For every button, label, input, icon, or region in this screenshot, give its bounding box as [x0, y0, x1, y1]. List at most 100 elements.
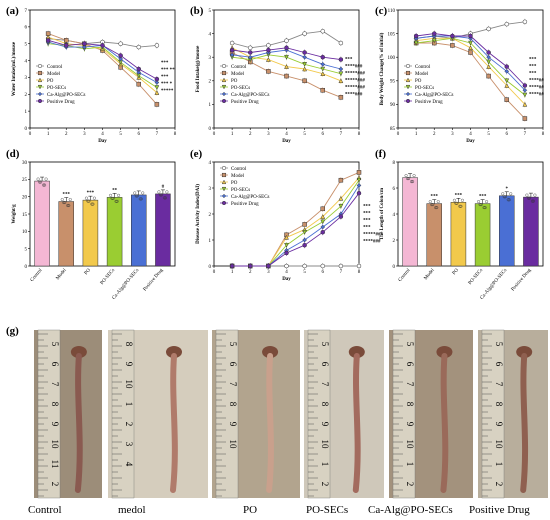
- x-tick-label: 7: [156, 132, 159, 137]
- panel-label: (c): [375, 5, 388, 17]
- significance-label: **: [112, 188, 118, 193]
- y-axis-label: Weight/g: [12, 204, 17, 224]
- y-tick-label: 15: [22, 213, 28, 218]
- data-point: [302, 222, 307, 227]
- replicate-point: [38, 180, 42, 184]
- photo-ca-alg-po-secs: 5 6 7 8 9 10 1 2: [389, 329, 473, 499]
- replicate-point: [428, 200, 432, 204]
- y-tick-label: 105: [388, 32, 396, 37]
- data-point: [154, 76, 160, 82]
- data-point: [356, 263, 362, 269]
- replicate-point: [435, 206, 439, 210]
- x-tick-label: 1: [47, 132, 50, 137]
- data-point: [136, 81, 141, 87]
- x-tick-label: 3: [451, 132, 454, 137]
- ruler-number: 10: [50, 440, 60, 450]
- ruler-number: 5: [405, 342, 415, 347]
- y-tick-label: 25: [22, 178, 28, 183]
- significance-label: *: [506, 187, 509, 192]
- photo-caption-po-secs: PO-SECs: [306, 504, 349, 516]
- significance-label: ***: [363, 225, 371, 230]
- data-point: [338, 78, 344, 84]
- legend-entry: Positive Drug: [415, 100, 443, 105]
- ruler-number: 10: [228, 440, 238, 450]
- bar-ca-alg-po-secs: [131, 194, 147, 267]
- ruler-number: 9: [124, 362, 134, 367]
- replicate-point: [459, 204, 463, 208]
- x-tick-label: 2: [65, 132, 68, 137]
- data-point: [486, 64, 492, 69]
- replicate-point: [533, 193, 537, 197]
- y-tick-label: 0: [25, 127, 28, 132]
- x-axis-label: Day: [466, 139, 475, 144]
- y-axis-label: Body Weight Change(% of initial): [380, 32, 385, 105]
- data-point: [522, 87, 528, 93]
- x-tick-label: 1: [231, 270, 234, 275]
- photo-caption-control: Control: [28, 504, 62, 516]
- x-tick-label: 8: [358, 270, 361, 275]
- x-tick-label: 7: [340, 270, 343, 275]
- panel-label: (e): [190, 148, 203, 160]
- data-point: [486, 54, 491, 60]
- data-point: [320, 28, 325, 34]
- legend-marker: [37, 98, 43, 104]
- data-point: [432, 31, 437, 36]
- legend-marker: [37, 91, 43, 97]
- replicate-point: [92, 196, 96, 200]
- y-axis-label: Water Intake(mL)/mouse: [12, 41, 17, 96]
- significance-label: ***: [161, 61, 169, 66]
- replicate-point: [114, 199, 118, 203]
- y-tick-label: 0: [393, 265, 396, 270]
- data-point: [136, 70, 142, 75]
- data-point: [284, 45, 289, 51]
- data-point: [229, 263, 235, 269]
- category-label: PO-SECs: [468, 268, 484, 286]
- panel-label: (a): [6, 5, 19, 17]
- y-tick-label: 2: [209, 80, 212, 85]
- panel-b: (b) 0 1 2 3 4 5 Food Intake(g)/mouse 0 1 2 3 4 5 6 7 8 Da…: [190, 5, 365, 144]
- panel-label: (f): [375, 148, 386, 160]
- legend: Control Model PO PO-SECs Ca-Alg@PO-SECs Posit…: [404, 63, 454, 105]
- data-point: [302, 62, 308, 67]
- significance-label: ****###: [345, 92, 363, 97]
- legend-marker: [37, 63, 43, 69]
- y-tick-label: 4: [209, 161, 212, 166]
- data-point: [450, 33, 455, 39]
- ruler-number: 9: [228, 422, 238, 427]
- y-tick-label: 2: [209, 213, 212, 218]
- y-tick-label: 5: [25, 43, 28, 48]
- x-tick-label: 7: [340, 132, 343, 137]
- ruler: [215, 329, 239, 499]
- cecum: [348, 346, 365, 358]
- legend-marker: [37, 70, 43, 76]
- data-point: [504, 64, 509, 69]
- ruler-number: 7: [50, 382, 60, 387]
- colon: [170, 353, 178, 493]
- replicate-point: [42, 183, 46, 187]
- replicate-point: [39, 180, 43, 184]
- data-point: [522, 83, 528, 88]
- y-tick-label: 1: [209, 103, 212, 108]
- replicate-point: [141, 191, 145, 195]
- significance-label: ****##: [529, 92, 545, 97]
- ruler-number: 5: [494, 342, 504, 347]
- y-tick-label: 0: [25, 265, 28, 270]
- x-tick-label: 2: [249, 132, 252, 137]
- x-tick-label: 6: [322, 270, 325, 275]
- replicate-point: [530, 199, 534, 203]
- data-point: [338, 203, 344, 209]
- series-model: [413, 40, 528, 122]
- y-tick-label: 3: [209, 56, 212, 61]
- colon: [74, 353, 83, 493]
- ruler-number: 1: [494, 462, 504, 467]
- legend-entry: Model: [231, 174, 245, 179]
- replicate-point: [163, 196, 167, 200]
- x-tick-label: 5: [487, 132, 490, 137]
- data-point: [154, 102, 160, 107]
- data-point: [320, 87, 325, 93]
- data-point: [468, 33, 473, 39]
- replicate-point: [501, 192, 505, 196]
- replicate-point: [36, 177, 40, 181]
- colon: [352, 353, 361, 493]
- x-tick-label: 3: [267, 132, 270, 137]
